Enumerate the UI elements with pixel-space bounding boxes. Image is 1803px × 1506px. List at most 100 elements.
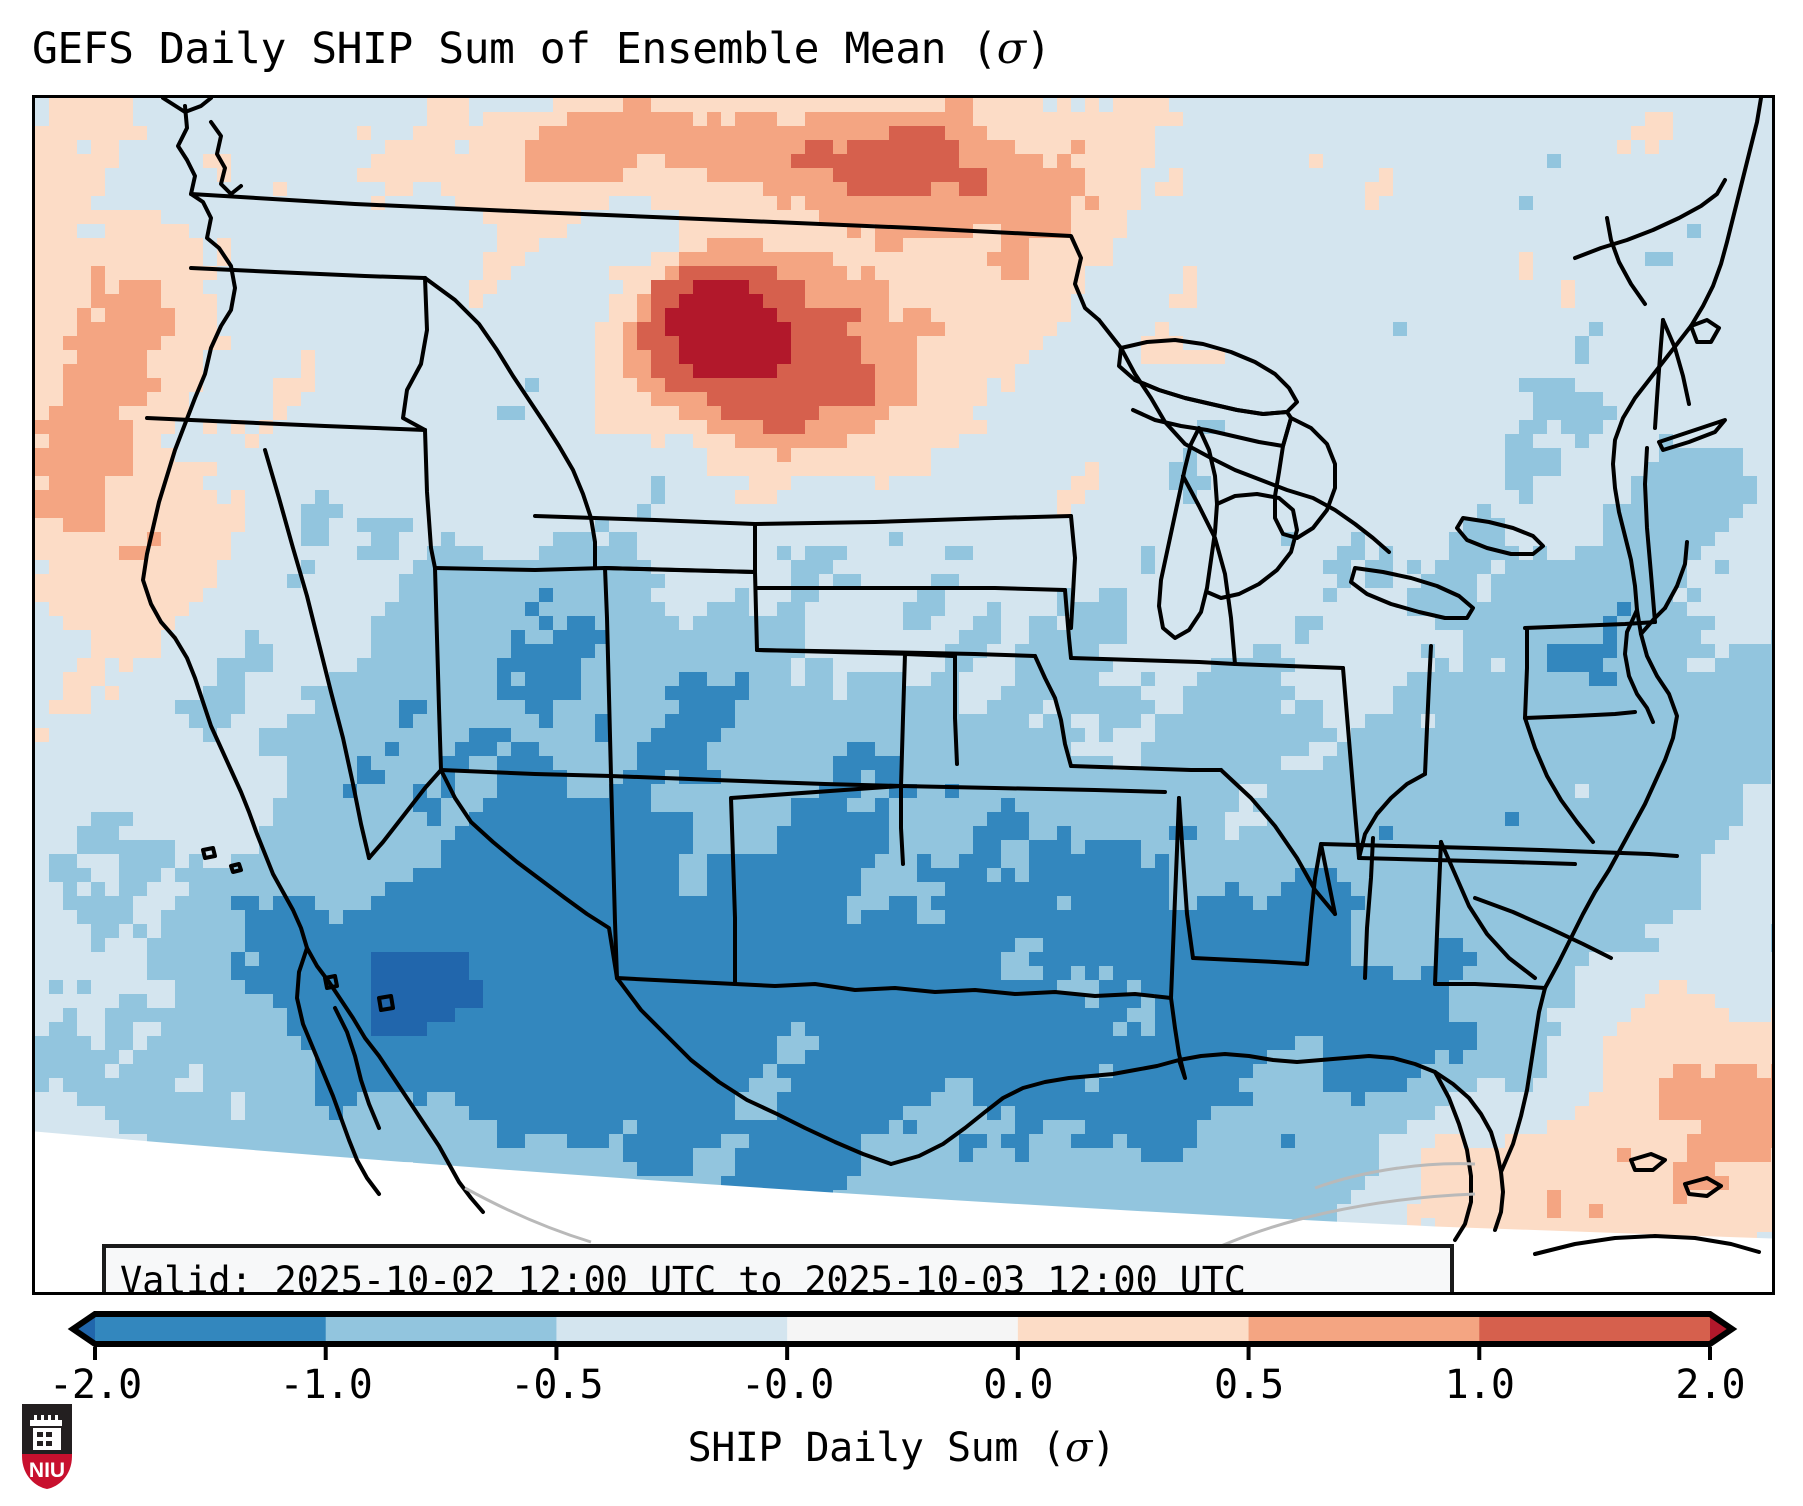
grid-cell xyxy=(1701,462,1716,477)
grid-cell xyxy=(1449,252,1464,267)
grid-cell xyxy=(1113,154,1128,169)
grid-cell xyxy=(1295,126,1310,141)
grid-cell xyxy=(1491,280,1506,295)
grid-cell xyxy=(1575,630,1590,645)
grid-cell xyxy=(1575,560,1590,575)
grid-cell xyxy=(1337,280,1352,295)
grid-cell xyxy=(1477,154,1492,169)
grid-cell xyxy=(175,532,190,547)
grid-cell xyxy=(1211,224,1226,239)
grid-cell xyxy=(245,476,260,491)
grid-cell xyxy=(553,406,568,421)
grid-cell xyxy=(1337,532,1352,547)
grid-cell xyxy=(189,140,204,155)
grid-cell xyxy=(343,602,358,617)
grid-cell xyxy=(1225,252,1240,267)
grid-cell xyxy=(721,336,736,351)
grid-cell xyxy=(427,182,442,197)
grid-cell xyxy=(721,238,736,253)
grid-cell xyxy=(1491,630,1506,645)
grid-cell xyxy=(623,616,638,631)
grid-cell xyxy=(777,350,792,365)
grid-cell xyxy=(819,350,834,365)
grid-cell xyxy=(1043,378,1058,393)
grid-cell xyxy=(1183,112,1198,127)
grid-cell xyxy=(1197,532,1212,547)
grid-cell xyxy=(1477,322,1492,337)
grid-cell xyxy=(1211,182,1226,197)
grid-cell xyxy=(1127,238,1142,253)
grid-cell xyxy=(77,210,92,225)
grid-cell xyxy=(1449,602,1464,617)
grid-cell xyxy=(273,364,288,379)
grid-cell xyxy=(1491,112,1506,127)
grid-cell xyxy=(1267,644,1282,659)
grid-cell xyxy=(721,518,736,533)
grid-cell xyxy=(133,168,148,183)
grid-cell xyxy=(651,196,666,211)
grid-cell xyxy=(147,336,162,351)
grid-cell xyxy=(595,308,610,323)
grid-cell xyxy=(945,140,960,155)
grid-cell xyxy=(721,168,736,183)
grid-cell xyxy=(833,406,848,421)
grid-cell xyxy=(77,476,92,491)
grid-cell xyxy=(1407,336,1422,351)
grid-cell xyxy=(665,266,680,281)
grid-cell xyxy=(525,308,540,323)
grid-cell xyxy=(1729,448,1744,463)
grid-cell xyxy=(651,252,666,267)
grid-cell xyxy=(861,308,876,323)
grid-cell xyxy=(1491,98,1506,113)
grid-cell xyxy=(1617,294,1632,309)
grid-cell xyxy=(1365,364,1380,379)
grid-cell xyxy=(553,126,568,141)
grid-cell xyxy=(1505,280,1520,295)
grid-cell xyxy=(1043,280,1058,295)
grid-cell xyxy=(595,98,610,113)
grid-cell xyxy=(133,602,148,617)
grid-cell xyxy=(1645,476,1660,491)
grid-cell xyxy=(1547,126,1562,141)
grid-cell xyxy=(63,126,78,141)
grid-cell xyxy=(231,546,246,561)
grid-cell xyxy=(1701,252,1716,267)
grid-cell xyxy=(777,322,792,337)
grid-cell xyxy=(973,532,988,547)
grid-cell xyxy=(1351,224,1366,239)
grid-cell xyxy=(343,560,358,575)
grid-cell xyxy=(399,434,414,449)
grid-cell xyxy=(595,378,610,393)
ship-anomaly-heatmap xyxy=(35,98,1772,1292)
grid-cell xyxy=(217,602,232,617)
grid-cell xyxy=(259,210,274,225)
grid-cell xyxy=(889,308,904,323)
grid-cell xyxy=(497,154,512,169)
grid-cell xyxy=(847,448,862,463)
grid-cell xyxy=(791,252,806,267)
grid-cell xyxy=(1309,406,1324,421)
grid-cell xyxy=(889,238,904,253)
grid-cell xyxy=(1295,112,1310,127)
grid-cell xyxy=(623,280,638,295)
grid-cell xyxy=(1519,490,1534,505)
grid-cell xyxy=(679,434,694,449)
grid-cell xyxy=(875,350,890,365)
grid-cell xyxy=(1127,644,1142,659)
grid-cell xyxy=(287,434,302,449)
grid-cell xyxy=(1659,616,1674,631)
grid-cell xyxy=(609,602,624,617)
grid-cell xyxy=(1351,546,1366,561)
grid-cell xyxy=(1743,420,1758,435)
grid-cell xyxy=(49,504,64,519)
grid-cell xyxy=(1001,392,1016,407)
grid-cell xyxy=(1449,462,1464,477)
grid-cell xyxy=(469,490,484,505)
grid-cell xyxy=(357,434,372,449)
grid-cell xyxy=(721,154,736,169)
grid-cell xyxy=(959,476,974,491)
grid-cell xyxy=(1365,574,1380,589)
grid-cell xyxy=(63,98,78,113)
grid-cell xyxy=(931,546,946,561)
grid-cell xyxy=(581,574,596,589)
